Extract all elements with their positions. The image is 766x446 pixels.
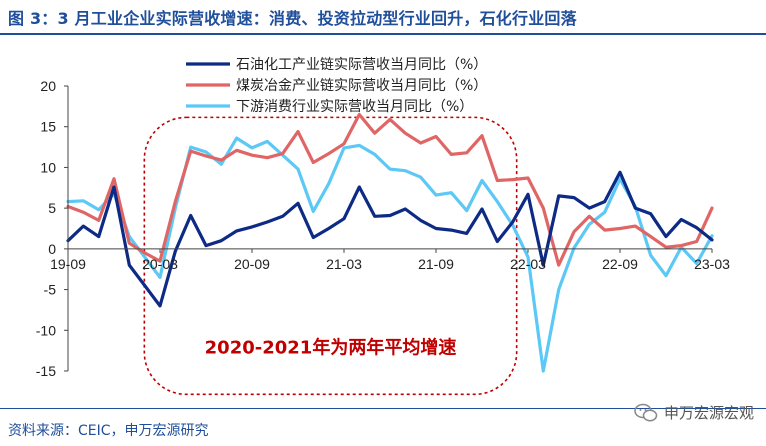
y-tick-label: 5 xyxy=(48,200,56,216)
x-tick-label: 19-09 xyxy=(50,256,86,272)
y-tick-label: 15 xyxy=(40,119,56,135)
y-tick-label: -15 xyxy=(36,363,56,379)
title-divider xyxy=(0,33,766,35)
x-tick-label: 22-03 xyxy=(510,256,546,272)
source-note: 资料来源：CEIC，申万宏源研究 xyxy=(8,423,209,439)
series-line-1 xyxy=(66,170,714,308)
y-tick-label: 20 xyxy=(40,78,56,94)
y-tick-label: -5 xyxy=(44,282,57,298)
x-tick-label: 20-09 xyxy=(234,256,270,272)
legend-label: 下游消费行业实际营收当月同比（%） xyxy=(236,99,473,115)
x-tick-label: 22-09 xyxy=(602,256,638,272)
x-tick-label: 21-09 xyxy=(418,256,454,272)
legend-label: 煤炭冶金产业链实际营收当月同比（%） xyxy=(236,78,487,94)
y-tick-label: -10 xyxy=(36,322,56,338)
series-line-2 xyxy=(66,112,714,267)
wechat-icon xyxy=(634,403,658,421)
chart-title: 图 3：3 月工业企业实际营收增速：消费、投资拉动型行业回升，石化行业回落 xyxy=(8,9,577,28)
x-tick-label: 20-03 xyxy=(142,256,178,272)
source-divider xyxy=(0,408,766,409)
annotation-text: 2020-2021年为两年平均增速 xyxy=(205,337,457,359)
legend-label: 石油化工产业链实际营收当月同比（%） xyxy=(236,57,487,73)
watermark-text: 申万宏源宏观 xyxy=(663,404,754,422)
x-tick-label: 21-03 xyxy=(326,256,362,272)
series-line-3 xyxy=(66,136,714,373)
watermark: 申万宏源宏观 xyxy=(634,402,754,423)
y-tick-label: 10 xyxy=(40,159,56,175)
x-tick-label: 23-03 xyxy=(694,256,730,272)
y-tick-label: 0 xyxy=(48,241,56,257)
line-chart: 2020-2021年为两年平均增速 石油化工产业链实际营收当月同比（%） 煤炭冶金… xyxy=(36,57,730,396)
